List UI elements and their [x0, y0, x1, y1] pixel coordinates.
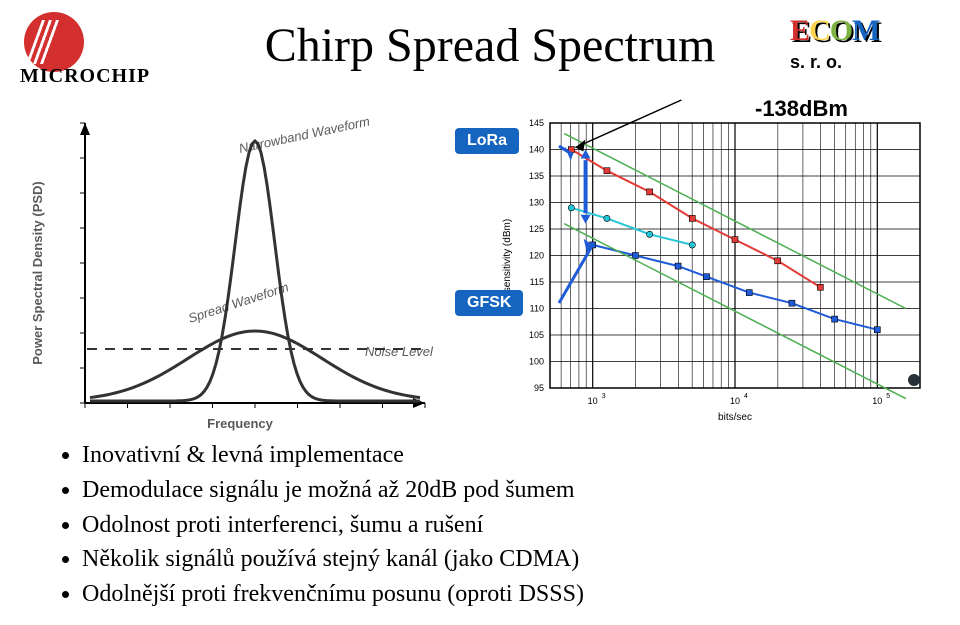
psd-diagram: Power Spectral Density (PSD) Frequency N… [30, 108, 440, 438]
svg-text:Power Spectral Density (PSD): Power Spectral Density (PSD) [30, 181, 45, 365]
svg-text:10: 10 [588, 396, 598, 406]
microchip-wordmark: MICROCHIP [20, 65, 150, 88]
svg-text:4: 4 [744, 393, 748, 400]
svg-text:140: 140 [529, 145, 544, 155]
svg-text:bits/sec: bits/sec [718, 412, 752, 423]
svg-text:120: 120 [529, 251, 544, 261]
ecom-logo: ECOM s. r. o. [790, 8, 940, 88]
svg-text:130: 130 [529, 198, 544, 208]
svg-text:3: 3 [602, 393, 606, 400]
bullet-item: Odolnost proti interferenci, šumu a ruše… [82, 508, 584, 543]
bullet-item: Inovativní & levná implementace [82, 438, 584, 473]
svg-text:5: 5 [886, 393, 890, 400]
svg-text:Narrowband Waveform: Narrowband Waveform [238, 113, 372, 155]
annotation-138dbm: -138dBm [755, 96, 848, 122]
bullet-item: Odolnější proti frekvenčnímu posunu (opr… [82, 577, 584, 612]
svg-text:Frequency: Frequency [207, 416, 274, 431]
svg-text:10: 10 [730, 396, 740, 406]
svg-text:145: 145 [529, 118, 544, 128]
svg-text:135: 135 [529, 171, 544, 181]
ecom-wordmark: ECOM [790, 16, 879, 46]
microchip-logo: MICROCHIP [20, 8, 190, 88]
svg-text:105: 105 [529, 330, 544, 340]
bullet-list: Inovativní & levná implementaceDemodulac… [60, 438, 584, 612]
slide-header: MICROCHIP Chirp Spread Spectrum ECOM s. … [0, 0, 960, 88]
bullet-item: Několik signálů používá stejný kanál (ja… [82, 542, 584, 577]
svg-text:95: 95 [534, 383, 544, 393]
lora-badge: LoRa [455, 128, 519, 154]
svg-text:110: 110 [530, 304, 544, 314]
slide-title: Chirp Spread Spectrum [210, 8, 770, 73]
svg-text:Noise Level: Noise Level [365, 344, 434, 359]
microchip-icon [24, 12, 84, 72]
svg-text:10: 10 [872, 396, 882, 406]
ecom-suffix: s. r. o. [790, 52, 842, 73]
svg-text:100: 100 [529, 357, 544, 367]
svg-text:125: 125 [529, 224, 544, 234]
svg-text:sensitivity (dBm): sensitivity (dBm) [502, 219, 513, 292]
svg-text:Spread Waveform: Spread Waveform [186, 279, 290, 326]
bullet-item: Demodulace signálu je možná až 20dB pod … [82, 473, 584, 508]
content-area: Power Spectral Density (PSD) Frequency N… [0, 88, 960, 468]
sensitivity-chart: LoRa GFSK -138dBm 9510010511011512012513… [455, 98, 935, 428]
svg-text:115: 115 [530, 277, 544, 287]
gfsk-badge: GFSK [455, 290, 523, 316]
